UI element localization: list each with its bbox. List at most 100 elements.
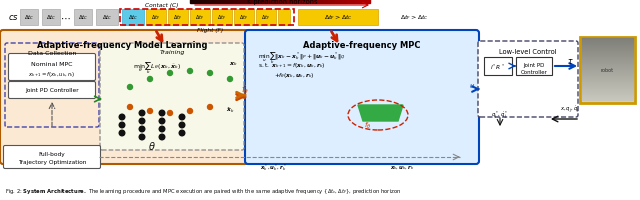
Circle shape	[207, 105, 212, 110]
Bar	[232, 0, 233, 4]
Bar	[258, 0, 259, 4]
Text: $x_{k+1} = f(x_k, u_k, r_k)$: $x_{k+1} = f(x_k, u_k, r_k)$	[28, 70, 76, 79]
Text: Nominal MPC: Nominal MPC	[31, 62, 73, 67]
Bar	[582, 92, 633, 93]
Bar	[227, 0, 228, 4]
FancyBboxPatch shape	[0, 31, 248, 164]
Text: Joint PD: Joint PD	[524, 63, 545, 68]
Bar	[268, 0, 269, 4]
Bar	[322, 0, 323, 4]
Bar	[224, 0, 225, 4]
Bar	[234, 0, 235, 4]
Bar	[582, 81, 633, 82]
Bar	[248, 0, 249, 4]
Bar	[214, 0, 215, 4]
Bar	[263, 0, 264, 4]
Bar	[265, 0, 266, 4]
FancyBboxPatch shape	[3, 146, 100, 169]
Bar	[297, 0, 298, 4]
Bar	[325, 0, 326, 4]
Circle shape	[119, 131, 125, 136]
Bar	[364, 0, 365, 4]
Bar	[289, 0, 290, 4]
Bar	[582, 63, 633, 64]
Bar	[216, 0, 217, 4]
Bar	[346, 0, 347, 4]
Bar	[368, 0, 369, 4]
Bar	[212, 10, 232, 26]
Bar	[366, 0, 367, 4]
Text: Fig. 2: $\mathbf{System\ Architecture.}$ The learning procedure and MPC executio: Fig. 2: $\mathbf{System\ Architecture.}$…	[5, 186, 401, 195]
Text: $\Delta t_F > \Delta t_C$: $\Delta t_F > \Delta t_C$	[324, 13, 353, 22]
Text: $\Delta t_F$: $\Delta t_F$	[239, 13, 248, 22]
Text: $\Delta t_F$: $\Delta t_F$	[218, 13, 227, 22]
Bar	[278, 10, 290, 26]
Bar	[197, 0, 198, 4]
Text: Joint PD Controller: Joint PD Controller	[25, 88, 79, 93]
Bar	[74, 10, 92, 26]
Bar	[582, 54, 633, 55]
Circle shape	[159, 119, 165, 124]
Bar	[582, 55, 633, 56]
Bar	[582, 99, 633, 100]
Bar	[276, 0, 277, 4]
Bar	[277, 0, 278, 4]
Bar	[225, 0, 226, 4]
Text: Low-level Control: Low-level Control	[499, 49, 557, 55]
Bar	[582, 97, 633, 98]
Bar	[340, 0, 341, 4]
Bar	[582, 61, 633, 62]
Bar	[582, 72, 633, 73]
Bar	[253, 0, 254, 4]
Bar	[582, 56, 633, 57]
Text: Training: Training	[159, 50, 185, 55]
Bar	[194, 0, 195, 4]
Bar	[309, 0, 310, 4]
Bar	[219, 0, 220, 4]
Text: Flight (F): Flight (F)	[197, 28, 223, 33]
Bar	[582, 80, 633, 81]
Bar	[312, 0, 313, 4]
Bar	[96, 10, 118, 26]
Bar	[361, 0, 362, 4]
Bar	[228, 0, 229, 4]
Bar	[582, 98, 633, 99]
Bar	[355, 0, 356, 4]
Bar	[298, 10, 378, 26]
Circle shape	[179, 131, 185, 136]
Bar	[313, 0, 314, 4]
Bar	[318, 0, 319, 4]
Bar	[330, 0, 331, 4]
FancyBboxPatch shape	[5, 44, 99, 127]
Bar	[344, 0, 345, 4]
Bar	[347, 0, 348, 4]
Bar	[42, 10, 60, 26]
Text: $x, q_j, \dot{q}_j$: $x, q_j, \dot{q}_j$	[560, 104, 580, 114]
Bar	[582, 49, 633, 50]
Text: Adaptive-frequency MPC: Adaptive-frequency MPC	[303, 41, 420, 50]
Bar	[582, 65, 633, 66]
Bar	[204, 0, 205, 4]
Bar	[582, 87, 633, 88]
Circle shape	[188, 69, 193, 74]
Bar	[354, 0, 355, 4]
Bar	[349, 0, 350, 4]
Bar	[270, 0, 271, 4]
Bar	[286, 0, 287, 4]
Bar	[275, 0, 276, 4]
Bar	[358, 0, 359, 4]
Bar	[218, 0, 219, 4]
Bar	[582, 93, 633, 94]
Text: $\Delta t_C$: $\Delta t_C$	[24, 13, 35, 22]
Circle shape	[179, 123, 185, 128]
Text: Controller: Controller	[520, 70, 547, 75]
Bar	[290, 0, 291, 4]
Bar	[332, 0, 333, 4]
Bar	[192, 0, 193, 4]
Bar	[334, 0, 335, 4]
Bar	[327, 0, 328, 4]
Bar	[210, 0, 211, 4]
Bar	[254, 0, 255, 4]
Bar	[311, 0, 312, 4]
Bar	[308, 0, 309, 4]
